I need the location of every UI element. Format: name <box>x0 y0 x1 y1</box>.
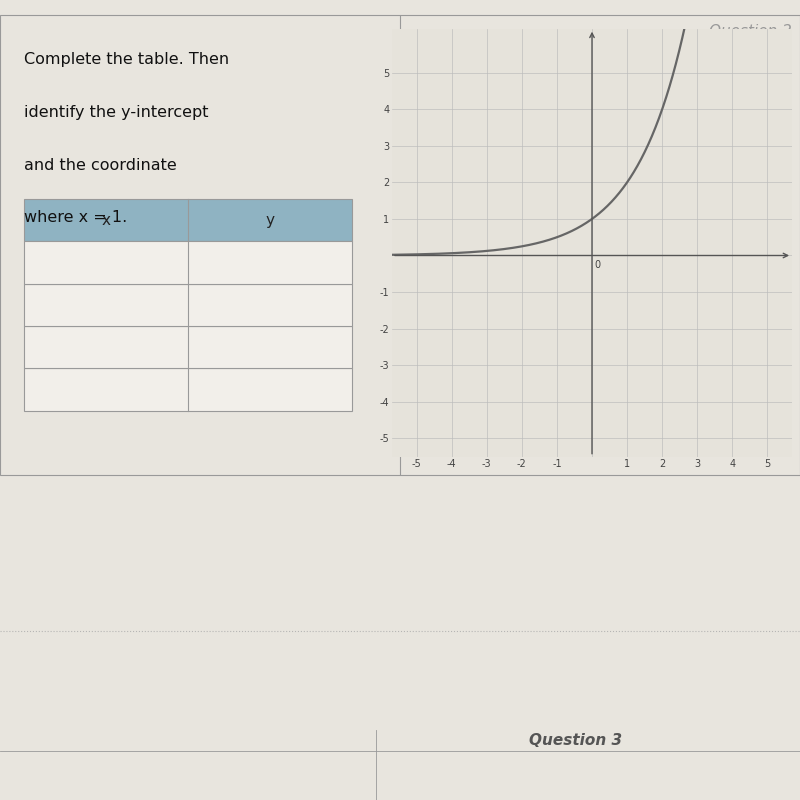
Text: and the coordinate: and the coordinate <box>24 158 177 173</box>
Text: y: y <box>266 213 274 228</box>
Text: x: x <box>102 213 110 228</box>
Bar <box>24 242 352 284</box>
Bar <box>24 284 352 326</box>
Bar <box>24 326 352 368</box>
Text: where x = 1.: where x = 1. <box>24 210 127 226</box>
Text: 0: 0 <box>594 260 600 270</box>
Text: Question 3: Question 3 <box>530 733 622 748</box>
Text: identify the y-intercept: identify the y-intercept <box>24 105 209 120</box>
Bar <box>24 199 352 242</box>
Text: Question 2: Question 2 <box>709 24 792 39</box>
Bar <box>24 368 352 410</box>
Text: Complete the table. Then: Complete the table. Then <box>24 52 229 66</box>
